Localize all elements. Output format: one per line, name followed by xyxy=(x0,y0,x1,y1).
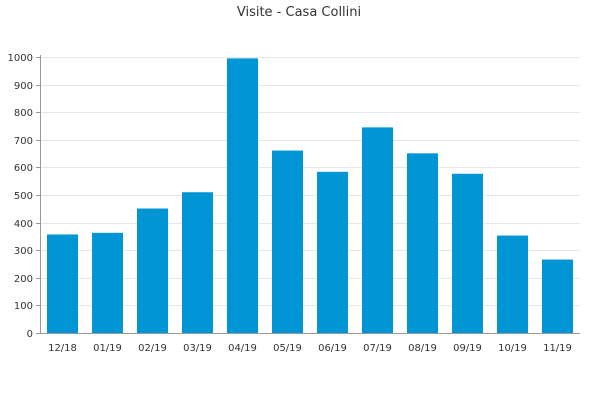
bar-02-19[interactable] xyxy=(137,208,168,333)
bar-08-19[interactable] xyxy=(407,153,438,333)
y-tick-label: 200 xyxy=(14,274,33,285)
y-tick-labels: 0 100 200 300 400 500 600 700 800 900 1000 xyxy=(8,53,33,340)
x-tick-label: 04/19 xyxy=(228,343,257,354)
y-tick-label: 400 xyxy=(14,219,33,230)
bar-11-19[interactable] xyxy=(542,259,573,333)
x-tick-label: 03/19 xyxy=(183,343,212,354)
axes xyxy=(40,55,580,334)
bar-06-19[interactable] xyxy=(317,171,348,333)
bar-03-19[interactable] xyxy=(182,192,213,333)
bar-04-19[interactable] xyxy=(227,58,258,333)
x-tick-label: 08/19 xyxy=(408,343,437,354)
x-tick-label: 07/19 xyxy=(363,343,392,354)
bar-09-19[interactable] xyxy=(452,173,483,333)
y-tick-label: 900 xyxy=(14,81,33,92)
x-tick-label: 12/18 xyxy=(48,343,77,354)
y-tick-label: 100 xyxy=(14,301,33,312)
bars xyxy=(47,58,573,333)
x-tick-label: 02/19 xyxy=(138,343,167,354)
bar-05-19[interactable] xyxy=(272,150,303,333)
x-tick-labels: 12/18 01/19 02/19 03/19 04/19 05/19 06/19 07/19… xyxy=(48,343,572,354)
y-tick-label: 500 xyxy=(14,191,33,202)
x-tick-label: 10/19 xyxy=(498,343,527,354)
x-tick-label: 11/19 xyxy=(543,343,572,354)
y-tick-label: 0 xyxy=(27,329,33,340)
x-tick-label: 05/19 xyxy=(273,343,302,354)
y-tick-label: 700 xyxy=(14,136,33,147)
gridlines xyxy=(36,57,580,334)
bar-07-19[interactable] xyxy=(362,127,393,333)
y-tick-label: 300 xyxy=(14,246,33,257)
x-tick-label: 06/19 xyxy=(318,343,347,354)
chart-title: Visite - Casa Collini xyxy=(237,5,361,20)
x-tick-label: 09/19 xyxy=(453,343,482,354)
y-tick-label: 800 xyxy=(14,108,33,119)
bar-01-19[interactable] xyxy=(92,232,123,333)
bar-12-18[interactable] xyxy=(47,234,78,333)
x-tick-label: 01/19 xyxy=(93,343,122,354)
bar-10-19[interactable] xyxy=(497,235,528,333)
y-tick-label: 1000 xyxy=(8,53,33,64)
y-tick-label: 600 xyxy=(14,163,33,174)
